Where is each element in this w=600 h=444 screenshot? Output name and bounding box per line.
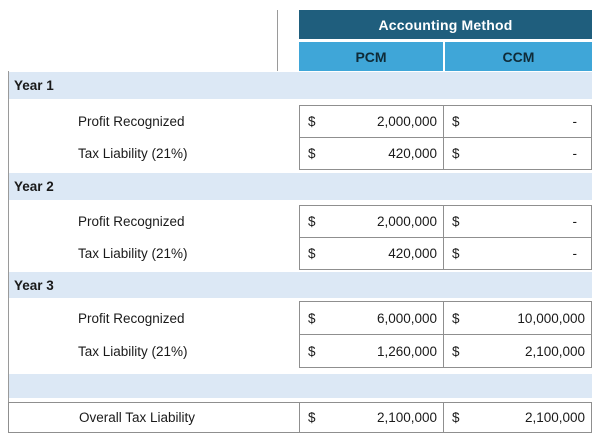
table-left-border	[8, 10, 9, 433]
cell-value: -	[572, 214, 578, 229]
cell-value: 2,100,000	[524, 410, 585, 425]
cell-value: -	[572, 246, 578, 261]
cell-value: 1,260,000	[376, 343, 437, 359]
cell-value: 2,100,000	[524, 343, 585, 359]
row-label-profit-y1: Profit Recognized	[78, 114, 185, 129]
currency-symbol: $	[452, 343, 460, 359]
currency-symbol: $	[308, 310, 316, 326]
cell-value: 2,100,000	[376, 410, 437, 425]
table-title-banner: Accounting Method	[299, 10, 592, 39]
column-header-ccm: CCM	[445, 42, 592, 71]
summary-label: Overall Tax Liability	[8, 402, 300, 433]
cell-value: -	[572, 114, 578, 129]
spacer-band	[9, 374, 592, 398]
value-cell-ccm-profit-y2: $ -	[443, 205, 592, 238]
currency-symbol: $	[452, 146, 460, 161]
currency-symbol: $	[308, 146, 316, 161]
value-cell-ccm-profit-y1: $ -	[443, 105, 592, 138]
currency-symbol: $	[452, 114, 460, 129]
cell-value: 2,000,000	[376, 114, 437, 129]
value-cell-pcm-profit-y2: $ 2,000,000	[299, 205, 444, 238]
currency-symbol: $	[308, 343, 316, 359]
currency-symbol: $	[452, 410, 460, 425]
row-label-tax-y3: Tax Liability (21%)	[78, 343, 188, 359]
row-label-profit-y3: Profit Recognized	[78, 310, 185, 326]
currency-symbol: $	[308, 246, 316, 261]
cell-value: 6,000,000	[376, 310, 437, 326]
value-cell-pcm-profit-y1: $ 2,000,000	[299, 105, 444, 138]
year-band-3: Year 3	[9, 272, 592, 298]
value-cell-pcm-tax-y1: $ 420,000	[299, 137, 444, 170]
value-cell-pcm-tax-y3: $ 1,260,000	[299, 334, 444, 368]
currency-symbol: $	[308, 410, 316, 425]
value-cell-pcm-overall: $ 2,100,000	[299, 402, 444, 433]
column-header-pcm: PCM	[299, 42, 443, 71]
row-label-tax-y2: Tax Liability (21%)	[78, 246, 188, 261]
cell-value: -	[572, 146, 578, 161]
year-band-2: Year 2	[9, 173, 592, 200]
currency-symbol: $	[308, 214, 316, 229]
value-cell-ccm-overall: $ 2,100,000	[443, 402, 592, 433]
cell-value: 10,000,000	[517, 310, 585, 326]
value-cell-ccm-tax-y2: $ -	[443, 237, 592, 270]
value-cell-ccm-tax-y3: $ 2,100,000	[443, 334, 592, 368]
value-cell-pcm-profit-y3: $ 6,000,000	[299, 301, 444, 335]
row-label-tax-y1: Tax Liability (21%)	[78, 146, 188, 161]
value-cell-ccm-profit-y3: $ 10,000,000	[443, 301, 592, 335]
value-cell-pcm-tax-y2: $ 420,000	[299, 237, 444, 270]
currency-symbol: $	[452, 214, 460, 229]
value-cell-ccm-tax-y1: $ -	[443, 137, 592, 170]
empty-corner-cell	[8, 10, 278, 71]
cell-value: 420,000	[388, 246, 437, 261]
currency-symbol: $	[308, 114, 316, 129]
currency-symbol: $	[452, 246, 460, 261]
cell-value: 420,000	[388, 146, 437, 161]
row-label-profit-y2: Profit Recognized	[78, 214, 185, 229]
currency-symbol: $	[452, 310, 460, 326]
cell-value: 2,000,000	[376, 214, 437, 229]
year-band-1: Year 1	[9, 72, 592, 99]
